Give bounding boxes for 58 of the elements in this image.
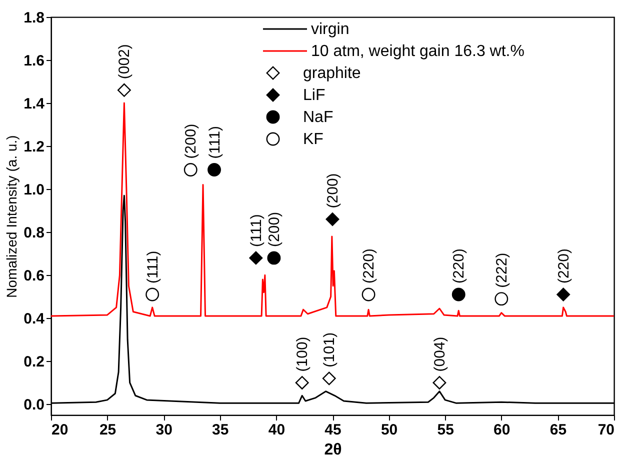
annotation: (002) <box>116 44 134 80</box>
y-tick-label: 0.8 <box>24 224 44 242</box>
point <box>184 163 198 176</box>
x-axis-title: 2θ <box>324 442 342 458</box>
y-tick-label: 0.6 <box>24 268 44 285</box>
y-tick-label: 0.4 <box>24 310 46 328</box>
point <box>494 292 508 306</box>
annotation: (111) <box>144 250 162 284</box>
x-tick-label: 20 <box>52 422 68 438</box>
annotation: (111) <box>248 214 265 247</box>
point <box>362 288 376 302</box>
point <box>556 288 570 302</box>
legend-label: 10 atm, weight gain 16.3 wt.% <box>311 43 524 60</box>
annotation: (200) <box>266 212 283 247</box>
point <box>452 288 466 302</box>
point <box>249 251 263 265</box>
point <box>146 288 160 302</box>
x-tick-label: 65 <box>550 422 567 438</box>
line-series <box>51 102 614 317</box>
y-tick-label: 1.4 <box>24 96 46 113</box>
annotation: (101) <box>321 332 338 368</box>
x-tick-label: 50 <box>380 422 398 438</box>
legend-label: NaF <box>303 109 334 126</box>
y-tick-label: 1.2 <box>24 138 44 156</box>
point <box>267 251 281 265</box>
y-tick-label: 0.0 <box>24 396 44 414</box>
x-tick-label: 60 <box>494 422 510 438</box>
legend-label: virgin <box>311 21 350 38</box>
x-tick-label: 25 <box>99 422 116 438</box>
point <box>295 376 309 390</box>
y-tick-label: 0.2 <box>24 354 44 371</box>
annotation: (200) <box>182 124 200 159</box>
legend-label: KF <box>303 131 324 148</box>
point <box>326 212 340 226</box>
point <box>322 372 336 386</box>
x-tick-label: 35 <box>212 422 229 438</box>
y-axis-title: Nomalized Intensity (a. u.) <box>4 135 20 298</box>
x-tick-label: 30 <box>156 422 172 438</box>
annotation: (004) <box>431 336 448 372</box>
annotation: (220) <box>360 248 378 284</box>
x-tick-label: 70 <box>598 422 614 438</box>
point <box>432 376 446 390</box>
x-tick-label: 45 <box>324 422 342 438</box>
legend-label: graphite <box>303 65 361 82</box>
point <box>117 83 131 97</box>
x-tick-label: 40 <box>268 422 286 438</box>
y-tick-label: 1.6 <box>24 52 44 70</box>
annotation: (222) <box>493 252 510 288</box>
annotation: (220) <box>555 248 572 284</box>
annotation: (200) <box>324 173 342 208</box>
point <box>208 163 221 176</box>
annotation: (220) <box>450 248 468 284</box>
annotation: (111) <box>206 126 224 159</box>
annotation: (100) <box>294 336 312 372</box>
x-tick-label: 55 <box>437 422 454 438</box>
y-tick-label: 1.8 <box>24 10 44 26</box>
legend-label: LiF <box>303 87 326 104</box>
y-tick-label: 1.0 <box>24 182 44 199</box>
